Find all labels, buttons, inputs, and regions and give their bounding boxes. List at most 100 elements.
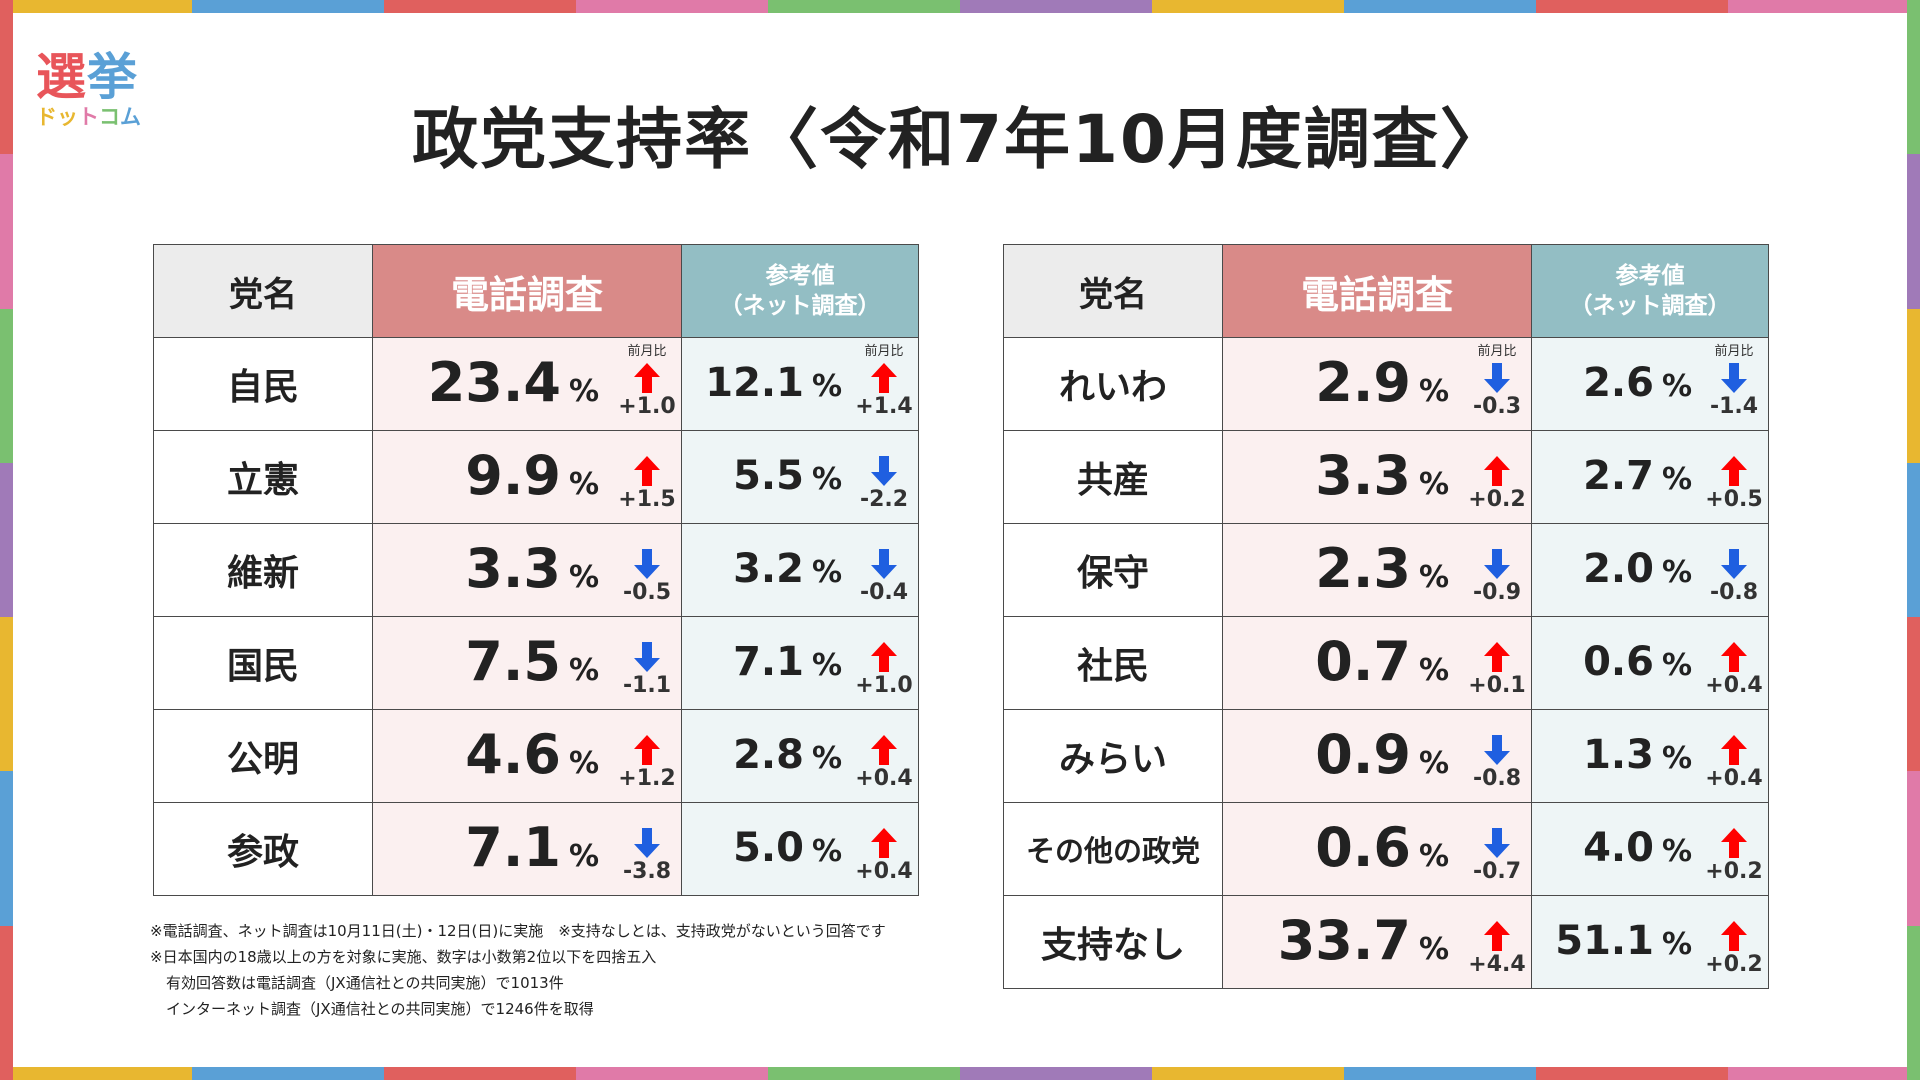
table-row: 保守 2.3% -0.9 2.0% -0.8 [1003,523,1769,617]
phone-survey-cell: 2.9% 前月比 -0.3 [1222,337,1532,431]
net-value: 2.0% [1583,534,1692,612]
net-survey-cell: 0.6% +0.4 [1531,616,1769,710]
net-value: 2.8% [733,720,842,798]
header-net-line1: 参考値 [765,263,835,289]
table-row: その他の政党 0.6% -0.7 4.0% +0.2 [1003,802,1769,896]
net-survey-cell: 1.3% +0.4 [1531,709,1769,803]
percent-sign: % [568,839,599,874]
table-row: みらい 0.9% -0.8 1.3% +0.4 [1003,709,1769,803]
party-name: れいわ [1003,337,1223,431]
percent-sign: % [568,746,599,781]
phone-survey-cell: 2.3% -0.9 [1222,523,1532,617]
percent-sign: % [1418,560,1449,595]
net-value-number: 2.0 [1583,546,1654,592]
phone-value: 3.3% [465,534,599,617]
phone-change-value: -0.7 [1472,859,1522,884]
phone-value-number: 3.3 [1315,444,1411,507]
net-change-value: +0.2 [1705,859,1763,884]
party-name: みらい [1003,709,1223,803]
percent-sign: % [811,462,842,497]
phone-survey-cell: 3.3% -0.5 [372,523,682,617]
phone-change: +0.1 [1468,622,1526,706]
percent-sign: % [1661,555,1692,590]
arrow-up-icon [1484,921,1510,951]
percent-sign: % [1661,369,1692,404]
table-row: 公明 4.6% +1.2 2.8% +0.4 [153,709,919,803]
net-value: 12.1% [705,348,842,426]
header-net-survey: 参考値 （ネット調査） [681,244,919,338]
net-value-number: 12.1 [705,360,804,406]
table-body-right: れいわ 2.9% 前月比 -0.3 2.6% 前月比 -1.4 共産 3.3% +0.2 2.7% +… [1003,337,1769,989]
net-change-value: +0.4 [1705,766,1763,791]
header-net-survey: 参考値 （ネット調査） [1531,244,1769,338]
net-value-number: 5.0 [733,825,804,871]
phone-change-value: -0.5 [622,580,672,605]
site-logo[interactable]: 選挙 ドットコム [36,50,146,128]
phone-survey-cell: 9.9% +1.5 [372,430,682,524]
net-survey-cell: 5.0% +0.4 [681,802,919,896]
arrow-up-icon [871,642,897,672]
phone-change: 前月比 -0.3 [1471,343,1523,427]
net-change: +0.2 [1705,901,1763,985]
phone-survey-cell: 33.7% +4.4 [1222,895,1532,989]
footnotes: ※電話調査、ネット調査は10月11日(土)・12日(日)に実施 ※支持なしとは、… [150,918,1010,1022]
phone-change: -0.7 [1471,808,1523,892]
phone-value-number: 0.6 [1315,816,1411,879]
percent-sign: % [568,653,599,688]
phone-survey-cell: 7.5% -1.1 [372,616,682,710]
net-survey-cell: 3.2% -0.4 [681,523,919,617]
arrow-down-icon [1721,363,1747,393]
frame-bottom [0,1067,1920,1080]
net-change: 前月比 -1.4 [1708,343,1760,427]
phone-change: +1.2 [618,715,676,799]
header-net-line2: （ネット調査） [719,293,881,319]
arrow-up-icon [1484,456,1510,486]
arrow-down-icon [1484,363,1510,393]
phone-survey-cell: 0.9% -0.8 [1222,709,1532,803]
header-party: 党名 [153,244,373,338]
phone-value: 33.7% [1278,906,1449,989]
phone-change: +4.4 [1468,901,1526,985]
phone-value: 7.5% [465,627,599,710]
table-row: 参政 7.1% -3.8 5.0% +0.4 [153,802,919,896]
table-row: 自民 23.4% 前月比 +1.0 12.1% 前月比 +1.4 [153,337,919,431]
net-value-number: 7.1 [733,639,804,685]
net-change: +0.4 [1705,715,1763,799]
footnote-line: 有効回答数は電話調査（JX通信社との共同実施）で1013件 [166,974,564,992]
percent-sign: % [811,648,842,683]
net-value-number: 2.6 [1583,360,1654,406]
net-value: 4.0% [1583,813,1692,891]
phone-value-number: 4.6 [465,723,561,786]
net-survey-cell: 5.5% -2.2 [681,430,919,524]
phone-change: +1.5 [618,436,676,520]
phone-value-number: 23.4 [427,351,561,414]
net-survey-cell: 2.6% 前月比 -1.4 [1531,337,1769,431]
poll-table-right: 党名 電話調査 参考値 （ネット調査） れいわ 2.9% 前月比 -0.3 2.6% 前月… [1003,244,1769,989]
phone-survey-cell: 0.7% +0.1 [1222,616,1532,710]
net-change-value: +0.4 [855,766,913,791]
party-name: 公明 [153,709,373,803]
arrow-down-icon [1721,549,1747,579]
logo-main: 選挙 [36,48,138,106]
percent-sign: % [1418,467,1449,502]
table-row: 社民 0.7% +0.1 0.6% +0.4 [1003,616,1769,710]
net-value: 5.5% [733,441,842,519]
phone-value: 0.6% [1315,813,1449,896]
phone-value: 2.3% [1315,534,1449,617]
phone-survey-cell: 7.1% -3.8 [372,802,682,896]
net-value: 51.1% [1555,906,1692,984]
frame-top [0,0,1920,13]
net-value-number: 0.6 [1583,639,1654,685]
net-change-value: -2.2 [859,487,909,512]
arrow-down-icon [634,828,660,858]
net-change-value: -1.4 [1709,394,1759,419]
phone-value-number: 9.9 [465,444,561,507]
arrow-up-icon [1721,735,1747,765]
table-row: 国民 7.5% -1.1 7.1% +1.0 [153,616,919,710]
net-value-number: 2.8 [733,732,804,778]
footnote-line: インターネット調査（JX通信社との共同実施）で1246件を取得 [166,1000,594,1018]
net-change: -2.2 [858,436,910,520]
net-value: 7.1% [733,627,842,705]
percent-sign: % [811,741,842,776]
net-change-value: -0.8 [1709,580,1759,605]
